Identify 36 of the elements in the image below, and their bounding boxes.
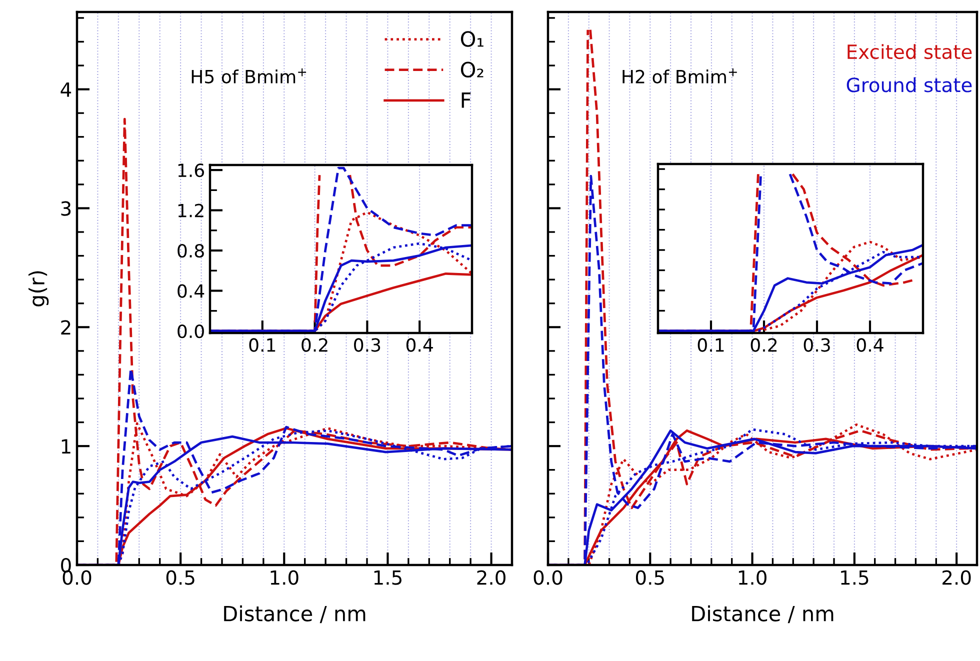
legend-label: F <box>462 92 471 108</box>
x-axis-title: Distance / nm <box>224 605 366 624</box>
x-tick-label: 0.1 <box>249 338 276 352</box>
y-tick-label: 1.2 <box>178 204 204 218</box>
legend-label: O₁ <box>460 31 484 47</box>
x-tick-label: 0.2 <box>750 338 777 352</box>
annotation: H2 of Bmim$^{+}$ <box>622 68 737 84</box>
x-tick-label: 0.5 <box>636 570 664 585</box>
y-tick-label: 4 <box>60 82 72 97</box>
y-tick-label: 2 <box>61 320 70 335</box>
x-tick-label: 1.5 <box>374 570 402 585</box>
y-tick-label: 1.6 <box>178 163 204 178</box>
x-tick-label: 0.0 <box>534 570 562 585</box>
y-axis-title: g(r) <box>28 271 49 306</box>
x-tick-label: 0.3 <box>354 338 380 352</box>
x-tick-label: 0.4 <box>406 338 433 352</box>
annotation: Excited state <box>848 44 972 60</box>
y-tick-label: 0.4 <box>178 284 204 298</box>
x-tick-label: 1.5 <box>841 570 868 585</box>
x-tick-label: 0.2 <box>302 338 328 352</box>
y-tick-label: 0.8 <box>178 244 204 258</box>
x-tick-label: 2.0 <box>942 570 971 585</box>
annotation: H5 of Bmim$^{+}$ <box>192 68 306 84</box>
x-tick-label: 1.0 <box>738 570 766 585</box>
y-tick-label: 1 <box>62 439 70 454</box>
x-tick-label: 2.0 <box>477 570 506 585</box>
x-tick-label: 0.5 <box>166 570 194 585</box>
y-tick-label: 0.0 <box>178 324 204 338</box>
y-tick-label: 3 <box>61 201 71 216</box>
x-axis-title: Distance / nm <box>692 605 834 624</box>
annotation: Ground state <box>846 77 972 92</box>
x-tick-label: 0.4 <box>856 338 884 352</box>
x-tick-label: 0.3 <box>804 338 830 352</box>
x-tick-label: 0.1 <box>698 338 724 352</box>
x-tick-label: 1.0 <box>270 570 298 585</box>
legend-label: O₂ <box>460 62 484 78</box>
